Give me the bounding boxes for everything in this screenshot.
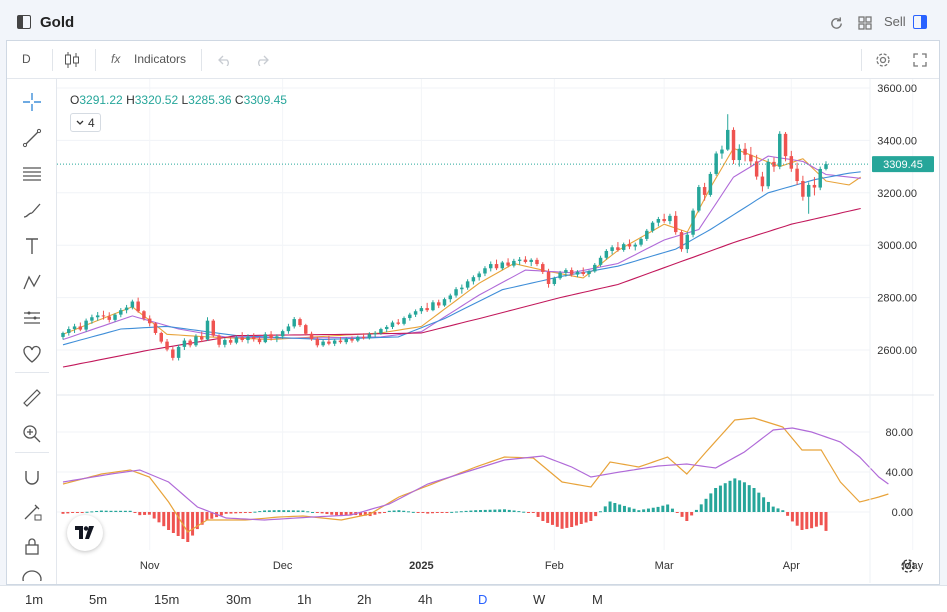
settings-icon[interactable] <box>875 52 891 68</box>
chart-frame: D fx Indicators <box>6 40 940 585</box>
divider <box>95 49 96 71</box>
timeframe-2h[interactable]: 2h <box>357 592 372 607</box>
undo-icon[interactable] <box>218 54 232 66</box>
high-value: 3320.52 <box>134 93 179 107</box>
timeframe-d[interactable]: D <box>478 592 488 607</box>
lock-drawing-icon[interactable] <box>21 501 43 523</box>
app-header: Gold Sell <box>0 0 947 40</box>
divider <box>861 49 862 71</box>
timeframe-bar: 1m 5m 15m 30m 1h 2h 4h D W M <box>0 585 947 612</box>
panel-toggle-icon[interactable] <box>913 15 927 29</box>
indicator-count: 4 <box>88 116 95 130</box>
drawing-toolbar <box>7 79 57 584</box>
page-title: Gold <box>40 14 75 31</box>
interval-button[interactable]: D <box>22 52 31 66</box>
indicators-collapse-button[interactable]: 4 <box>70 113 101 132</box>
chevron-down-icon <box>76 120 84 125</box>
timeframe-30m[interactable]: 30m <box>226 592 252 607</box>
divider <box>15 372 49 373</box>
timeframe-15m[interactable]: 15m <box>154 592 180 607</box>
low-value: 3285.36 <box>188 93 232 107</box>
crosshair-icon[interactable] <box>21 91 43 113</box>
timeframe-w[interactable]: W <box>533 592 546 607</box>
candlestick-icon[interactable] <box>64 51 80 69</box>
high-label: H <box>126 93 135 107</box>
grid-icon[interactable] <box>858 16 872 30</box>
timeframe-4h[interactable]: 4h <box>418 592 433 607</box>
text-icon[interactable] <box>21 235 43 257</box>
lock-icon[interactable] <box>21 535 43 557</box>
brush-icon[interactable] <box>21 199 43 221</box>
sidebar-toggle-icon[interactable] <box>17 15 31 29</box>
close-value: 3309.45 <box>243 93 287 107</box>
open-value: 3291.22 <box>79 93 123 107</box>
tradingview-logo-icon <box>75 526 94 539</box>
sell-button[interactable]: Sell <box>884 14 906 29</box>
ruler-icon[interactable] <box>21 387 43 409</box>
ohlc-legend: O3291.22 H3320.52 L3285.36 C3309.45 <box>70 93 287 107</box>
tradingview-logo <box>67 515 103 551</box>
redo-icon[interactable] <box>255 54 269 66</box>
trend-line-icon[interactable] <box>21 127 43 149</box>
open-label: O <box>70 93 80 107</box>
fullscreen-icon[interactable] <box>913 53 927 67</box>
divider <box>15 452 49 453</box>
indicators-button[interactable]: Indicators <box>134 52 187 66</box>
zoom-in-icon[interactable] <box>21 423 43 445</box>
timeframe-m[interactable]: M <box>592 592 603 607</box>
fib-retracement-icon[interactable] <box>21 163 43 185</box>
settings-gear-icon[interactable] <box>900 558 916 574</box>
timeframe-1h[interactable]: 1h <box>297 592 312 607</box>
measure-tools-icon[interactable] <box>21 307 43 329</box>
eye-icon[interactable] <box>21 567 43 581</box>
pattern-icon[interactable] <box>21 271 43 293</box>
timeframe-5m[interactable]: 5m <box>89 592 108 607</box>
magnet-icon[interactable] <box>21 467 43 489</box>
divider <box>201 49 202 71</box>
close-label: C <box>234 93 244 107</box>
divider <box>52 49 53 71</box>
heart-icon[interactable] <box>21 343 43 365</box>
timeframe-1m[interactable]: 1m <box>25 592 44 607</box>
refresh-icon[interactable] <box>829 16 844 31</box>
low-label: L <box>181 93 189 107</box>
fx-icon: fx <box>111 52 121 66</box>
chart-toolbar: D fx Indicators <box>7 41 939 79</box>
